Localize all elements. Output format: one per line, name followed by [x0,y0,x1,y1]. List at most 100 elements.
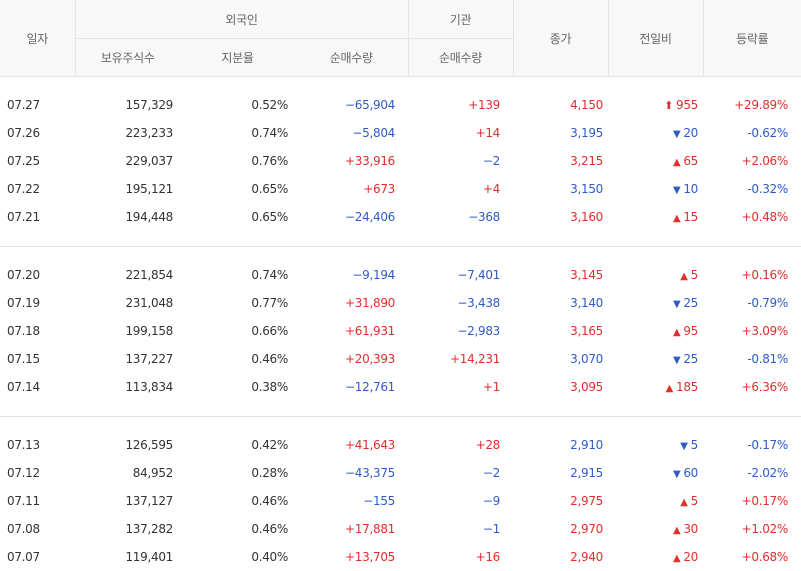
table-row: 07.08 137,282 0.46% +17,881 −1 2,970 ▲ 30 +1.02% [0,515,801,543]
row-close: 3,095 [570,380,603,394]
row-ratio: 0.65% [251,182,288,196]
row-ratio: 0.66% [251,324,288,338]
row-change-value: 15 [683,210,698,224]
row-close: 2,940 [570,550,603,564]
row-rate: +0.17% [741,494,789,508]
row-change: ▲ 15 [608,203,703,231]
table-row: 07.22 195,121 0.65% +673 +4 3,150 ▼ 10 -0.32% [0,175,801,203]
row-rate: -0.32% [747,182,788,196]
row-close: 3,195 [570,126,603,140]
row-foreign-net: +33,916 [345,154,395,168]
row-change: ▲ 20 [608,543,703,571]
row-date: 07.19 [7,296,40,310]
row-date: 07.21 [7,210,40,224]
row-rate: -2.02% [747,466,788,480]
row-change: ▲ 95 [608,317,703,345]
row-rate: +29.89% [734,98,788,112]
table-row: 07.26 223,233 0.74% −5,804 +14 3,195 ▼ 20 -0.62% [0,119,801,147]
row-date: 07.15 [7,352,40,366]
row-close: 3,215 [570,154,603,168]
row-close: 3,070 [570,352,603,366]
row-change-value: 10 [683,182,698,196]
row-date: 07.22 [7,182,40,196]
spacer-cell [0,77,801,92]
row-inst-net: +4 [482,182,500,196]
row-ratio: 0.74% [251,126,288,140]
group-top-spacer [0,247,801,262]
row-change-value: 60 [683,466,698,480]
row-rate: +0.68% [741,550,789,564]
row-change-value: 20 [683,126,698,140]
row-ratio: 0.28% [251,466,288,480]
row-change: ▲ 185 [608,373,703,401]
row-ratio: 0.52% [251,98,288,112]
table-row: 07.13 126,595 0.42% +41,643 +28 2,910 ▼ 5 -0.17% [0,431,801,459]
row-rate: +1.02% [741,522,789,536]
row-foreign-net: −155 [363,494,395,508]
row-ratio: 0.42% [251,438,288,452]
row-close: 3,145 [570,268,603,282]
row-ratio: 0.46% [251,522,288,536]
table-row: 07.25 229,037 0.76% +33,916 −2 3,215 ▲ 65 +2.06% [0,147,801,175]
row-rate: +0.48% [741,210,789,224]
row-close: 3,165 [570,324,603,338]
row-foreign-net: −12,761 [345,380,395,394]
row-change: ▼ 25 [608,345,703,373]
row-holdings: 195,121 [125,182,173,196]
row-inst-net: −2 [482,466,500,480]
row-ratio: 0.46% [251,494,288,508]
row-holdings: 119,401 [125,550,173,564]
triangle-up-icon: ▲ [680,497,688,508]
row-date: 07.18 [7,324,40,338]
header-rate: 등락률 [702,0,801,77]
row-close: 3,150 [570,182,603,196]
table-row: 07.11 137,127 0.46% −155 −9 2,975 ▲ 5 +0.17% [0,487,801,515]
group-top-spacer [0,417,801,432]
header-foreign-net: 순매수량 [295,38,408,77]
table-row: 07.27 157,329 0.52% −65,904 +139 4,150 ⬆ 955 +29… [0,91,801,119]
row-date: 07.14 [7,380,40,394]
row-change-value: 185 [675,380,698,394]
row-holdings: 137,127 [125,494,173,508]
triangle-down-icon: ▼ [672,469,681,480]
row-date: 07.25 [7,154,40,168]
row-inst-net: +16 [475,550,501,564]
row-inst-net: −2 [482,154,500,168]
row-rate: -0.17% [747,438,788,452]
row-change-value: 5 [690,494,699,508]
row-foreign-net: −24,406 [345,210,395,224]
table-row: 07.12 84,952 0.28% −43,375 −2 2,915 ▼ 60 -2.02% [0,459,801,487]
row-foreign-net: +13,705 [345,550,395,564]
row-change-value: 65 [683,154,698,168]
table-header: 일자 외국인 기관 종가 전일비 등락률 보유주식수 지분율 순매수량 순매수량 [0,0,801,77]
triangle-down-icon: ▼ [672,355,681,366]
row-ratio: 0.76% [251,154,288,168]
row-holdings: 84,952 [132,466,174,480]
row-date: 07.12 [7,466,40,480]
row-change: ▼ 20 [608,119,703,147]
row-change: ▼ 10 [608,175,703,203]
row-inst-net: −3,438 [457,296,500,310]
row-rate: +3.09% [741,324,789,338]
row-close: 2,910 [570,438,603,452]
row-foreign-net: −9,194 [352,268,395,282]
triangle-up-icon: ▲ [672,157,681,168]
table-row: 07.19 231,048 0.77% +31,890 −3,438 3,140 ▼ 25 -0… [0,289,801,317]
row-foreign-net: −5,804 [352,126,395,140]
triangle-up-icon: ▲ [680,271,688,282]
triangle-down-icon: ▼ [672,185,681,196]
triangle-down-icon: ▼ [672,299,681,310]
row-close: 3,140 [570,296,603,310]
header-change: 전일비 [607,0,703,77]
row-change-value: 25 [683,296,698,310]
table-row: 07.07 119,401 0.40% +13,705 +16 2,940 ▲ 20 +0.68… [0,543,801,571]
table-body: 07.27 157,329 0.52% −65,904 +139 4,150 ⬆ 955 +29… [0,77,801,571]
row-date: 07.20 [7,268,40,282]
row-holdings: 137,227 [125,352,173,366]
group-divider [0,231,801,247]
row-inst-net: +139 [468,98,500,112]
row-inst-net: +14 [475,126,501,140]
row-change: ⬆ 955 [608,91,703,119]
row-ratio: 0.65% [251,210,288,224]
